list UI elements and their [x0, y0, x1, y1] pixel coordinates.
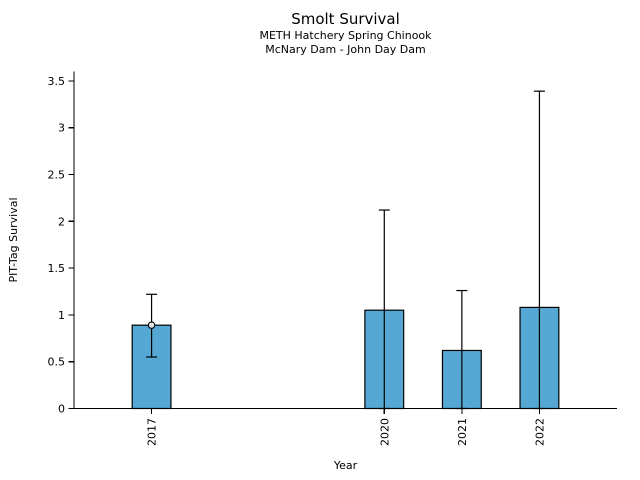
x-axis-label: Year: [333, 459, 358, 472]
y-tick-label: 0: [58, 403, 65, 416]
chart-title: Smolt Survival: [291, 10, 400, 28]
x-tick-label: 2017: [146, 418, 159, 446]
y-tick-label: 1: [58, 309, 65, 322]
y-tick-label: 1.5: [48, 262, 66, 275]
point-marker-2017: [147, 321, 156, 329]
x-tick-label: 2022: [533, 418, 546, 446]
y-tick-label: 2.5: [48, 168, 66, 181]
y-axis-label: PIT-Tag Survival: [7, 197, 20, 283]
chart-subtitle-hatchery: METH Hatchery Spring Chinook: [259, 28, 432, 42]
chart-subtitle-reach: McNary Dam - John Day Dam: [265, 42, 426, 56]
x-tick-label: 2021: [456, 418, 469, 446]
chart-header: Smolt Survival METH Hatchery Spring Chin…: [74, 10, 617, 56]
y-tick-label: 3.5: [48, 75, 66, 88]
x-tick-label: 2020: [378, 418, 391, 446]
y-tick-label: 0.5: [48, 356, 66, 369]
y-tick-label: 2: [58, 215, 65, 228]
y-tick-label: 3: [58, 122, 65, 135]
